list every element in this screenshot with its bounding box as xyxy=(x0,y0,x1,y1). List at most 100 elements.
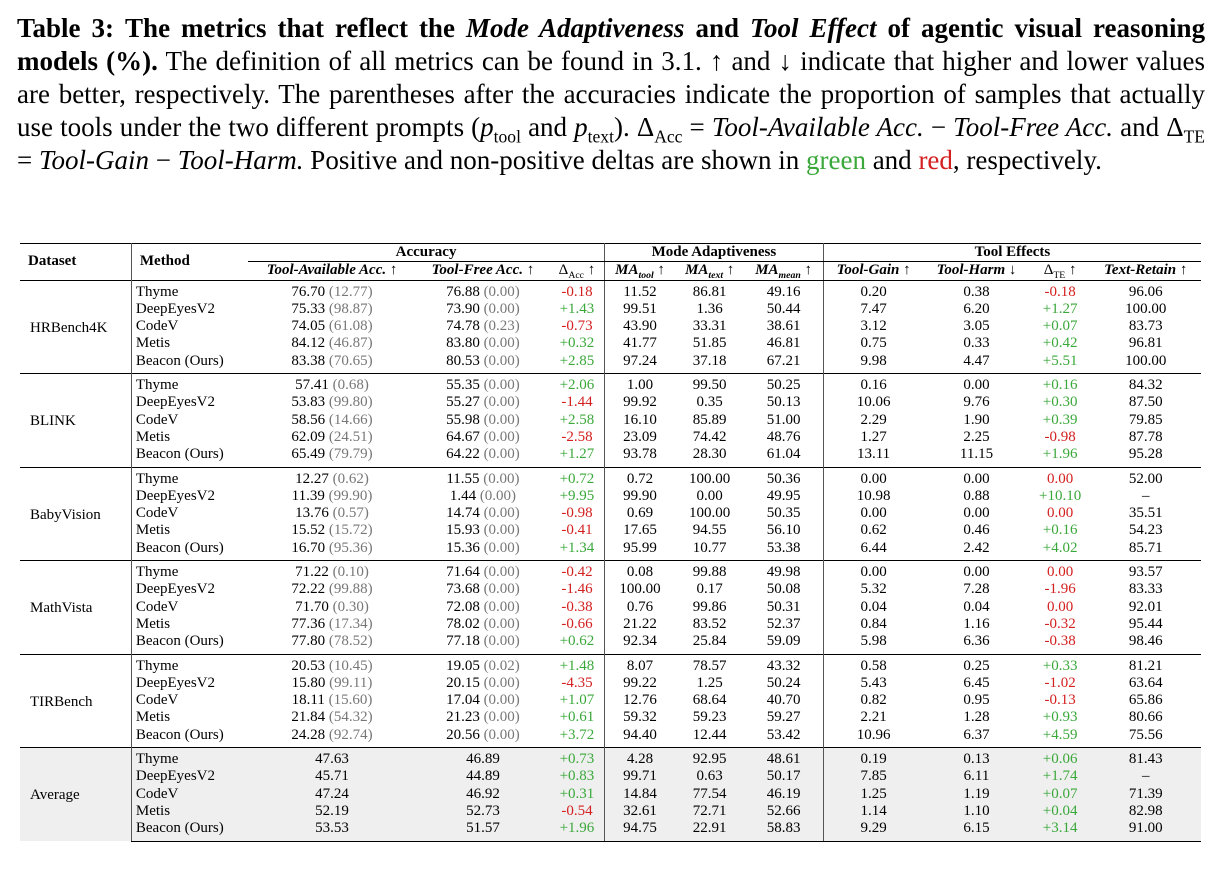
tool-usage-ratio: (0.00) xyxy=(483,726,520,743)
method-cell: CodeV xyxy=(130,785,249,803)
tool-harm-cell: 0.13 xyxy=(923,747,1030,769)
tool-gain-cell: 5.32 xyxy=(822,581,924,599)
text-retain-cell: 35.51 xyxy=(1128,505,1163,522)
delta-acc-cell: +1.43 xyxy=(559,300,595,317)
tf-acc-cell: 77.18 (0.00) xyxy=(446,633,520,650)
table-row: Beacon (Ours) 53.53 51.57 +1.96 94.75 22.91 58… xyxy=(20,820,1201,842)
method-cell: Beacon (Ours) xyxy=(130,726,249,748)
ma-tool-cell: 8.07 xyxy=(604,654,676,675)
delta-acc-cell: +0.62 xyxy=(559,633,595,650)
tool-gain-cell: 0.82 xyxy=(822,692,924,710)
text-retain-cell: – xyxy=(1090,768,1201,786)
tool-usage-ratio: (0.00) xyxy=(483,446,520,463)
ta-acc-cell: 12.27 (0.62) xyxy=(295,470,369,487)
tool-harm-cell: 6.36 xyxy=(963,633,990,650)
ta-acc-cell: 71.70 (0.30) xyxy=(295,598,369,615)
tool-usage-ratio: (54.32) xyxy=(328,709,373,726)
tool-harm-cell: 0.04 xyxy=(963,598,990,615)
tool-harm-cell: 1.90 xyxy=(963,411,990,428)
ma-mean-cell: 50.35 xyxy=(766,505,801,522)
col-method: Method xyxy=(130,243,249,281)
ta-acc-cell: 76.70 (12.77) xyxy=(291,283,373,300)
delta-te-cell: 0.00 xyxy=(1046,598,1074,615)
tool-usage-ratio: (92.74) xyxy=(328,726,373,743)
tf-acc-cell: 20.15 (0.00) xyxy=(446,674,520,691)
tf-acc-cell: 71.64 (0.00) xyxy=(446,564,520,581)
tool-usage-ratio: (0.00) xyxy=(483,633,520,650)
ma-text-cell: 0.17 xyxy=(696,581,723,598)
method-cell: DeepEyesV2 xyxy=(130,674,249,693)
text-retain-cell: 79.85 xyxy=(1128,411,1163,428)
col-ma-mean: MAmean ↑ xyxy=(744,261,824,281)
tool-harm-cell: 4.47 xyxy=(963,352,990,369)
ta-acc-cell: 15.80 (99.11) xyxy=(291,674,373,691)
delta-te-cell: -1.96 xyxy=(1044,581,1076,598)
tool-usage-ratio: (0.00) xyxy=(483,709,520,726)
delta-acc-cell: -0.73 xyxy=(561,318,593,335)
tf-acc-cell: 46.89 xyxy=(415,747,550,769)
tool-gain-cell: 0.84 xyxy=(822,615,924,634)
ma-text-cell: 86.81 xyxy=(692,283,727,300)
tool-gain-cell: 1.14 xyxy=(822,802,924,821)
ma-mean-cell: 40.70 xyxy=(766,692,801,709)
method-cell: DeepEyesV2 xyxy=(130,581,249,599)
method-cell: Thyme xyxy=(130,560,249,582)
ma-text-cell: 100.00 xyxy=(689,470,731,487)
method-cell: Metis xyxy=(130,522,249,540)
method-cell: Beacon (Ours) xyxy=(130,446,249,468)
tool-usage-ratio: (0.00) xyxy=(483,564,520,581)
text-retain-cell: 92.01 xyxy=(1128,598,1163,615)
ta-acc-cell: 20.53 (10.45) xyxy=(291,657,373,674)
col-delta-acc: ΔAcc ↑ xyxy=(549,261,605,281)
ta-acc-cell: 71.22 (0.10) xyxy=(295,564,369,581)
table-row: Metis 84.12 (46.87) 83.80 (0.00) +0.32 41.77… xyxy=(20,335,1201,353)
tool-harm-cell: 1.16 xyxy=(963,615,990,632)
ma-mean-cell: 50.08 xyxy=(766,581,801,598)
dataset-cell: HRBench4K xyxy=(30,319,108,336)
ta-acc-cell: 21.84 (54.32) xyxy=(291,709,373,726)
delta-acc-cell: +2.85 xyxy=(559,352,595,369)
dataset-cell: Average xyxy=(20,747,132,841)
table-row: CodeV 13.76 (0.57) 14.74 (0.00) -0.98 0.69 10… xyxy=(20,505,1201,523)
tool-usage-ratio: (46.87) xyxy=(328,335,373,352)
ma-text-cell: 28.30 xyxy=(692,446,727,463)
delta-acc-cell: +1.27 xyxy=(559,446,595,463)
tool-usage-ratio: (0.62) xyxy=(332,470,369,487)
ma-text-cell: 22.91 xyxy=(675,820,745,842)
ma-mean-cell: 46.81 xyxy=(766,335,801,352)
method-cell: CodeV xyxy=(130,505,249,523)
ma-mean-cell: 59.27 xyxy=(766,709,801,726)
delta-te-cell: +0.39 xyxy=(1042,411,1078,428)
text-retain-cell: 96.81 xyxy=(1128,335,1163,352)
text-retain-cell: – xyxy=(1142,487,1150,504)
tool-usage-ratio: (0.00) xyxy=(483,377,520,394)
text-retain-cell: 98.46 xyxy=(1128,633,1163,650)
tool-harm-cell: 0.25 xyxy=(963,657,990,674)
delta-te-cell: +1.27 xyxy=(1042,300,1078,317)
col-tool-gain: Tool-Gain ↑ xyxy=(822,261,924,281)
dataset-cell: TIRBench xyxy=(30,693,93,710)
col-ma-text: MAtext ↑ xyxy=(675,261,745,281)
tool-usage-ratio: (17.34) xyxy=(328,615,373,632)
ma-mean-cell: 50.36 xyxy=(766,470,801,487)
tool-harm-cell: 1.19 xyxy=(923,785,1030,803)
tool-gain-cell: 7.85 xyxy=(822,768,924,786)
tool-gain-cell: 3.12 xyxy=(822,318,924,336)
tool-usage-ratio: (98.87) xyxy=(328,300,373,317)
ma-tool-cell: 32.61 xyxy=(604,802,676,821)
ma-tool-cell: 99.92 xyxy=(604,394,676,412)
delta-acc-cell: +0.73 xyxy=(549,747,605,769)
delta-te-cell: +0.07 xyxy=(1029,785,1091,803)
ta-acc-cell: 77.80 (78.52) xyxy=(291,633,373,650)
ma-text-cell: 1.36 xyxy=(696,300,723,317)
tool-gain-cell: 0.19 xyxy=(822,747,924,769)
text-retain-cell: 75.56 xyxy=(1128,726,1163,743)
delta-te-cell: -0.18 xyxy=(1044,283,1076,300)
ma-text-cell: 77.54 xyxy=(675,785,745,803)
tf-acc-cell: 14.74 (0.00) xyxy=(446,505,520,522)
tool-harm-cell: 6.15 xyxy=(923,820,1030,842)
tool-gain-cell: 0.62 xyxy=(822,522,924,540)
tool-usage-ratio: (70.65) xyxy=(328,352,373,369)
tf-acc-cell: 19.05 (0.02) xyxy=(446,657,520,674)
method-cell: Beacon (Ours) xyxy=(130,352,249,374)
